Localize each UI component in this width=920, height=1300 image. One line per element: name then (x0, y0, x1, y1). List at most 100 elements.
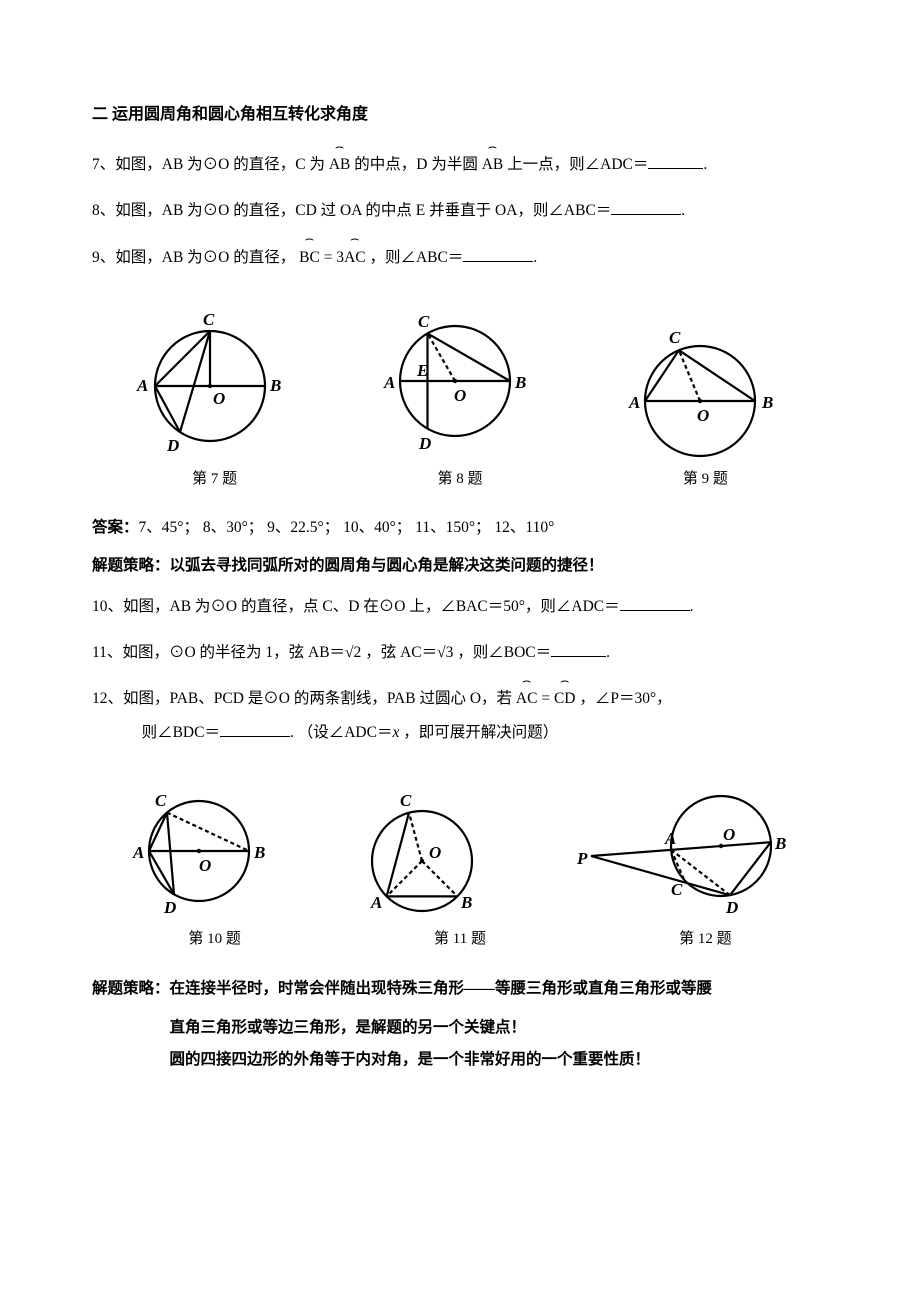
p10-num: 10、 (92, 598, 123, 615)
svg-text:B: B (774, 834, 786, 853)
p12-l2c: ，即可展开解决问题） (399, 724, 558, 741)
figure-10: A B C D O (124, 776, 284, 921)
svg-text:C: C (203, 310, 215, 329)
p7-b: 的中点，D 为半圆 (354, 156, 478, 173)
problem-9: 9、如图，AB 为⊙O 的直径， BC = 3AC ，则∠ABC＝. (92, 241, 828, 275)
p11-a: 如图，⊙O 的半径为 1，弦 AB＝ (122, 644, 345, 661)
caption-row-2: 第 10 题 第 11 题 第 12 题 (92, 925, 828, 954)
blank-12 (220, 721, 290, 738)
svg-text:O: O (213, 389, 225, 408)
p7-tail: . (703, 156, 707, 173)
svg-text:B: B (269, 376, 281, 395)
blank-11 (551, 641, 606, 658)
svg-text:D: D (166, 436, 179, 455)
svg-text:A: A (664, 829, 676, 848)
p12-num: 12、 (92, 690, 123, 707)
svg-text:E: E (416, 361, 428, 380)
p12-line2: 则∠BDC＝. （设∠ADC＝x ，即可展开解决问题） (92, 716, 828, 750)
answers-label: 答案： (92, 519, 139, 536)
p12-l2a: 则∠BDC＝ (142, 724, 220, 741)
svg-text:O: O (429, 843, 441, 862)
figure-row-1: A B C D O A B C D E O A B C O (92, 301, 828, 461)
strategy-2-l1: 解题策略：在连接半径时，时常会伴随出现特殊三角形——等腰三角形或直角三角形或等腰 (92, 974, 828, 1003)
p12-a: 如图，PAB、PCD 是⊙O 的两条割线，PAB 过圆心 O，若 (123, 690, 512, 707)
figure-12: P A B C D O (571, 786, 796, 921)
svg-text:C: C (418, 312, 430, 331)
p7-a: 如图，AB 为⊙O 的直径，C 为 (115, 156, 325, 173)
figure-8: A B C D E O (370, 301, 550, 461)
p12-b: ，∠P＝30°， (579, 690, 671, 707)
answers-text: 7、45°； 8、30°； 9、22.5°； 10、40°； 11、150°； … (139, 519, 555, 536)
arc-ac-2: AC (516, 682, 538, 716)
svg-text:O: O (697, 406, 709, 425)
strategy-2-l3: 圆的四接四边形的外角等于内对角，是一个非常好用的一个重要性质！ (92, 1045, 828, 1074)
svg-text:D: D (163, 898, 176, 917)
svg-text:D: D (725, 898, 738, 917)
problem-7: 7、如图，AB 为⊙O 的直径，C 为 AB 的中点，D 为半圆 AB 上一点，… (92, 148, 828, 182)
svg-text:O: O (723, 825, 735, 844)
blank-9 (463, 245, 533, 262)
p8-num: 8、 (92, 202, 115, 219)
svg-text:A: A (628, 393, 640, 412)
svg-text:C: C (671, 880, 683, 899)
section-title: 二 运用圆周角和圆心角相互转化求角度 (92, 100, 828, 130)
svg-text:D: D (418, 434, 431, 453)
svg-text:B: B (460, 893, 472, 912)
p8-text: 如图，AB 为⊙O 的直径，CD 过 OA 的中点 E 并垂直于 OA，则∠AB… (115, 202, 611, 219)
svg-text:O: O (199, 856, 211, 875)
arc-bc: BC (299, 241, 320, 275)
blank-8 (611, 199, 681, 216)
p9-num: 9、 (92, 249, 115, 266)
strategy-1: 解题策略：以弧去寻找同弧所对的圆周角与圆心角是解决这类问题的捷径！ (92, 551, 828, 580)
answers: 答案：7、45°； 8、30°； 9、22.5°； 10、40°； 11、150… (92, 513, 828, 542)
p8-tail: . (681, 202, 685, 219)
svg-text:P: P (576, 849, 588, 868)
caption-row-1: 第 7 题 第 8 题 第 9 题 (92, 465, 828, 494)
figure-9: A B C O (615, 321, 795, 461)
svg-text:B: B (253, 843, 265, 862)
strategy-2-l2: 直角三角形或等边三角形，是解题的另一个关键点！ (92, 1013, 828, 1042)
p7-num: 7、 (92, 156, 115, 173)
p12-l2b: . （设∠ADC＝ (290, 724, 392, 741)
p7-c: 上一点，则∠ADC＝ (507, 156, 648, 173)
figure-row-2: A B C D O A B C O P A B C D O (92, 776, 828, 921)
caption-7: 第 7 题 (92, 465, 337, 494)
p10-text: 如图，AB 为⊙O 的直径，点 C、D 在⊙O 上，∠BAC＝50°，则∠ADC… (123, 598, 620, 615)
p9-b: ，则∠ABC＝ (369, 249, 463, 266)
svg-text:C: C (155, 791, 167, 810)
p12-eq: = (537, 690, 554, 707)
p11-tail: . (606, 644, 610, 661)
caption-12: 第 12 题 (583, 925, 828, 954)
svg-text:B: B (514, 373, 526, 392)
arc-cd: CD (554, 682, 576, 716)
sqrt2: √2 (345, 644, 361, 661)
problem-11: 11、如图，⊙O 的半径为 1，弦 AB＝√2 ，弦 AC＝√3 ，则∠BOC＝… (92, 636, 828, 670)
p11-b: ，弦 AC＝ (361, 644, 437, 661)
arc-ab-1: AB (329, 148, 351, 182)
blank-10 (620, 595, 690, 612)
arc-ac: AC (344, 241, 366, 275)
caption-9: 第 9 题 (583, 465, 828, 494)
svg-text:C: C (400, 791, 412, 810)
svg-text:B: B (761, 393, 773, 412)
figure-11: ABCO (347, 786, 507, 921)
problem-10: 10、如图，AB 为⊙O 的直径，点 C、D 在⊙O 上，∠BAC＝50°，则∠… (92, 590, 828, 624)
caption-10: 第 10 题 (92, 925, 337, 954)
p10-tail: . (690, 598, 694, 615)
caption-8: 第 8 题 (337, 465, 582, 494)
svg-text:C: C (669, 328, 681, 347)
figure-7: A B C D O (125, 301, 305, 461)
p11-num: 11、 (92, 644, 122, 661)
p9-a: 如图，AB 为⊙O 的直径， (115, 249, 295, 266)
sqrt3: √3 (437, 644, 453, 661)
blank-7 (648, 153, 703, 170)
svg-text:A: A (383, 373, 395, 392)
p9-tail: . (533, 249, 537, 266)
svg-text:O: O (454, 386, 466, 405)
arc-ab-2: AB (482, 148, 504, 182)
svg-text:A: A (136, 376, 148, 395)
p11-c: ，则∠BOC＝ (453, 644, 551, 661)
problem-12: 12、如图，PAB、PCD 是⊙O 的两条割线，PAB 过圆心 O，若 AC =… (92, 682, 828, 750)
p9-eq: = 3 (320, 249, 344, 266)
svg-text:A: A (132, 843, 144, 862)
